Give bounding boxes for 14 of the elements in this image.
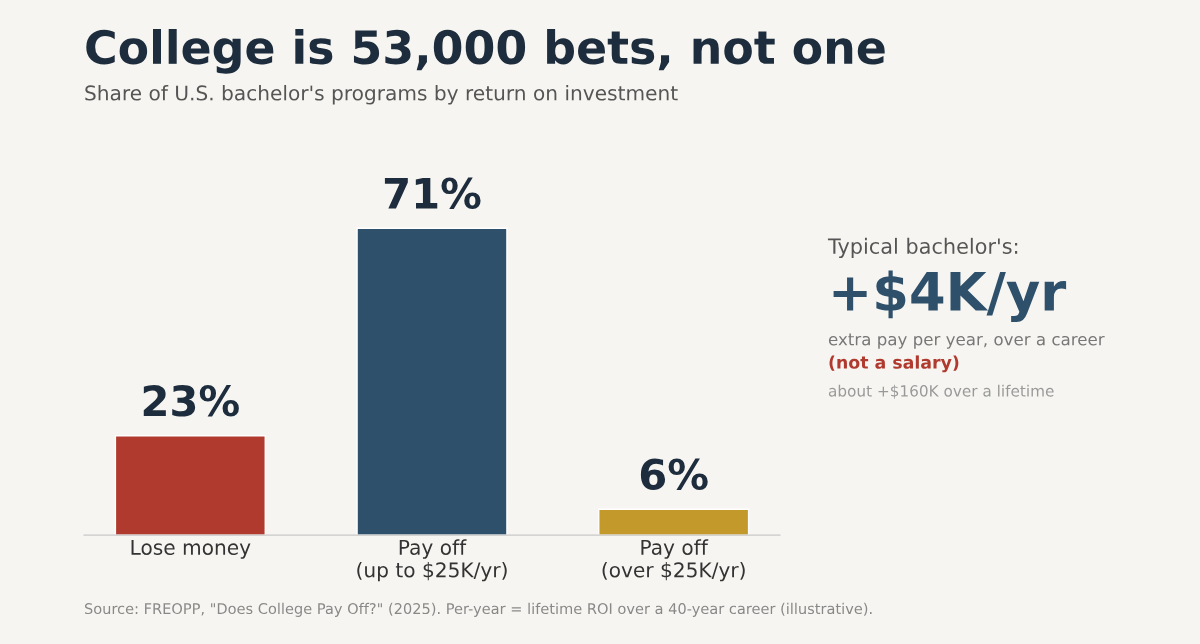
text: Typical bachelor's: <box>827 237 1018 259</box>
x-tick-label: Pay off (over $25K/yr) <box>602 539 745 582</box>
chart-title: College is 53,000 bets, not one <box>86 28 885 74</box>
chart-subtitle: Share of U.S. bachelor's programs by return on investment <box>85 85 678 105</box>
text: +$4K/yr <box>833 270 1067 322</box>
data-label: 6% <box>640 458 708 491</box>
x-tick-label: Pay off (up to $25K/yr) <box>357 539 507 582</box>
text: extra pay per year, over a career <box>828 333 1105 349</box>
data-label: 23% <box>143 385 239 417</box>
text: about +$160K over a lifetime <box>828 384 1054 399</box>
source-note: Source: FREOPP, "Does College Pay Off?" (2025). Per-year = lifetime ROI over a 40-year career (illustrative). <box>84 602 872 617</box>
text: (not a salary) <box>829 355 959 373</box>
x-tick-label: Lose money <box>131 539 251 559</box>
data-label: 71% <box>384 177 481 210</box>
